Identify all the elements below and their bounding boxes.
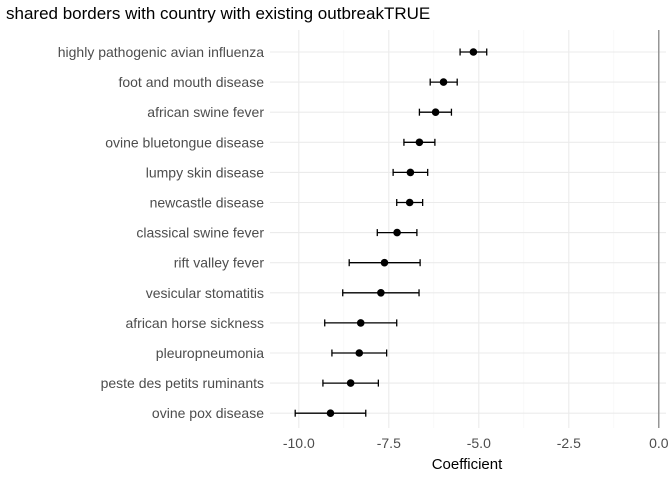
- y-tick-label: highly pathogenic avian influenza: [58, 44, 264, 60]
- x-tick-label: 0.0: [649, 435, 669, 451]
- x-tick-label: -10.0: [283, 435, 315, 451]
- y-tick-label: ovine pox disease: [152, 405, 264, 421]
- point-estimate: [405, 198, 414, 207]
- estimate-12: [322, 379, 380, 387]
- estimate-8: [348, 258, 421, 267]
- chart-title: shared borders with country with existin…: [6, 4, 430, 23]
- point-estimate: [355, 349, 364, 357]
- estimate-5: [392, 168, 429, 177]
- estimate-13: [294, 409, 367, 418]
- point-estimate: [431, 108, 440, 116]
- data-marks: [294, 48, 488, 418]
- y-tick-label: classical swine fever: [136, 225, 264, 241]
- x-tick-label: -5.0: [467, 435, 491, 451]
- y-axis-labels: highly pathogenic avian influenza foot an…: [58, 44, 265, 421]
- y-tick-label: foot and mouth disease: [118, 74, 264, 90]
- y-tick-label: african swine fever: [147, 104, 264, 120]
- point-estimate: [326, 409, 335, 418]
- y-tick-label: newcastle disease: [150, 195, 265, 211]
- point-estimate: [346, 379, 355, 387]
- estimate-7: [376, 228, 418, 237]
- y-tick-label: lumpy skin disease: [146, 164, 264, 180]
- point-estimate: [469, 48, 478, 56]
- x-axis-title: Coefficient: [432, 456, 503, 473]
- x-tick-label: -7.5: [377, 435, 401, 451]
- x-tick-label: -2.5: [557, 435, 581, 451]
- y-tick-label: ovine bluetongue disease: [105, 134, 264, 150]
- point-estimate: [415, 138, 424, 147]
- estimate-3: [418, 108, 453, 116]
- y-tick-label: rift valley fever: [174, 255, 265, 271]
- point-estimate: [380, 258, 389, 267]
- point-estimate: [356, 319, 365, 327]
- point-estimate: [406, 168, 415, 177]
- estimate-9: [342, 289, 420, 297]
- estimate-6: [396, 198, 424, 207]
- point-estimate: [377, 289, 385, 297]
- y-tick-label: african horse sickness: [125, 315, 264, 331]
- estimate-4: [403, 138, 436, 147]
- grid: [270, 30, 666, 428]
- y-tick-label: vesicular stomatitis: [146, 285, 264, 301]
- estimate-2: [429, 78, 458, 86]
- y-tick-label: pleuropneumonia: [156, 345, 264, 361]
- x-axis-labels: -10.0 -7.5 -5.0 -2.5 0.0: [283, 435, 669, 451]
- y-tick-label: peste des petits ruminants: [101, 375, 264, 391]
- estimate-10: [324, 319, 398, 327]
- point-estimate: [439, 78, 448, 86]
- estimate-1: [459, 48, 488, 56]
- point-estimate: [393, 228, 401, 237]
- estimate-11: [331, 349, 388, 357]
